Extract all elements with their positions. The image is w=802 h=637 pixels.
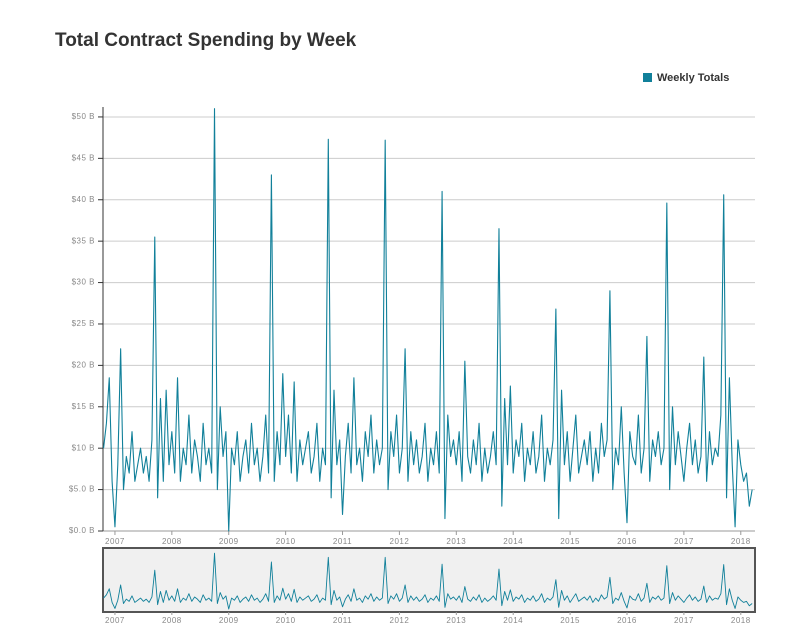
navigator-x-tick-label: 2007 (105, 616, 125, 625)
chart-title: Total Contract Spending by Week (55, 30, 357, 51)
navigator-x-tick-label: 2009 (219, 616, 239, 625)
y-tick-label: $20 B (72, 360, 95, 369)
x-tick-label: 2009 (219, 537, 239, 546)
legend-label: Weekly Totals (657, 72, 729, 84)
x-tick-label: 2008 (162, 537, 182, 546)
x-tick-label: 2017 (674, 537, 694, 546)
x-tick-label: 2018 (731, 537, 751, 546)
x-tick-label: 2012 (390, 537, 410, 546)
x-tick-label: 2015 (560, 537, 580, 546)
y-tick-label: $0.0 B (69, 526, 95, 535)
navigator-x-tick-label: 2011 (333, 616, 352, 625)
y-tick-label: $30 B (72, 278, 95, 287)
y-tick-label: $5.0 B (69, 485, 95, 494)
y-tick-label: $35 B (72, 236, 95, 245)
navigator-x-tick-label: 2017 (674, 616, 694, 625)
y-tick-label: $10 B (72, 443, 95, 452)
navigator-x-tick-label: 2014 (503, 616, 523, 625)
series-line (103, 108, 753, 532)
x-tick-label: 2014 (503, 537, 523, 546)
y-tick-label: $25 B (72, 319, 95, 328)
navigator-x-tick-label: 2018 (731, 616, 751, 625)
navigator-x-tick-label: 2015 (560, 616, 580, 625)
legend-swatch (643, 73, 652, 82)
x-tick-label: 2011 (333, 537, 352, 546)
y-tick-label: $45 B (72, 153, 95, 162)
y-tick-label: $40 B (72, 195, 95, 204)
navigator-x-tick-label: 2010 (276, 616, 296, 625)
x-tick-label: 2013 (446, 537, 466, 546)
navigator-frame (102, 547, 756, 613)
navigator-x-tick-label: 2013 (446, 616, 466, 625)
y-tick-label: $15 B (72, 402, 95, 411)
x-tick-label: 2016 (617, 537, 637, 546)
navigator-line (103, 552, 753, 610)
y-tick-label: $50 B (72, 112, 95, 121)
navigator-x-tick-label: 2016 (617, 616, 637, 625)
navigator-x-tick-label: 2008 (162, 616, 182, 625)
x-tick-label: 2007 (105, 537, 125, 546)
navigator-x-tick-label: 2012 (390, 616, 410, 625)
x-tick-label: 2010 (276, 537, 296, 546)
